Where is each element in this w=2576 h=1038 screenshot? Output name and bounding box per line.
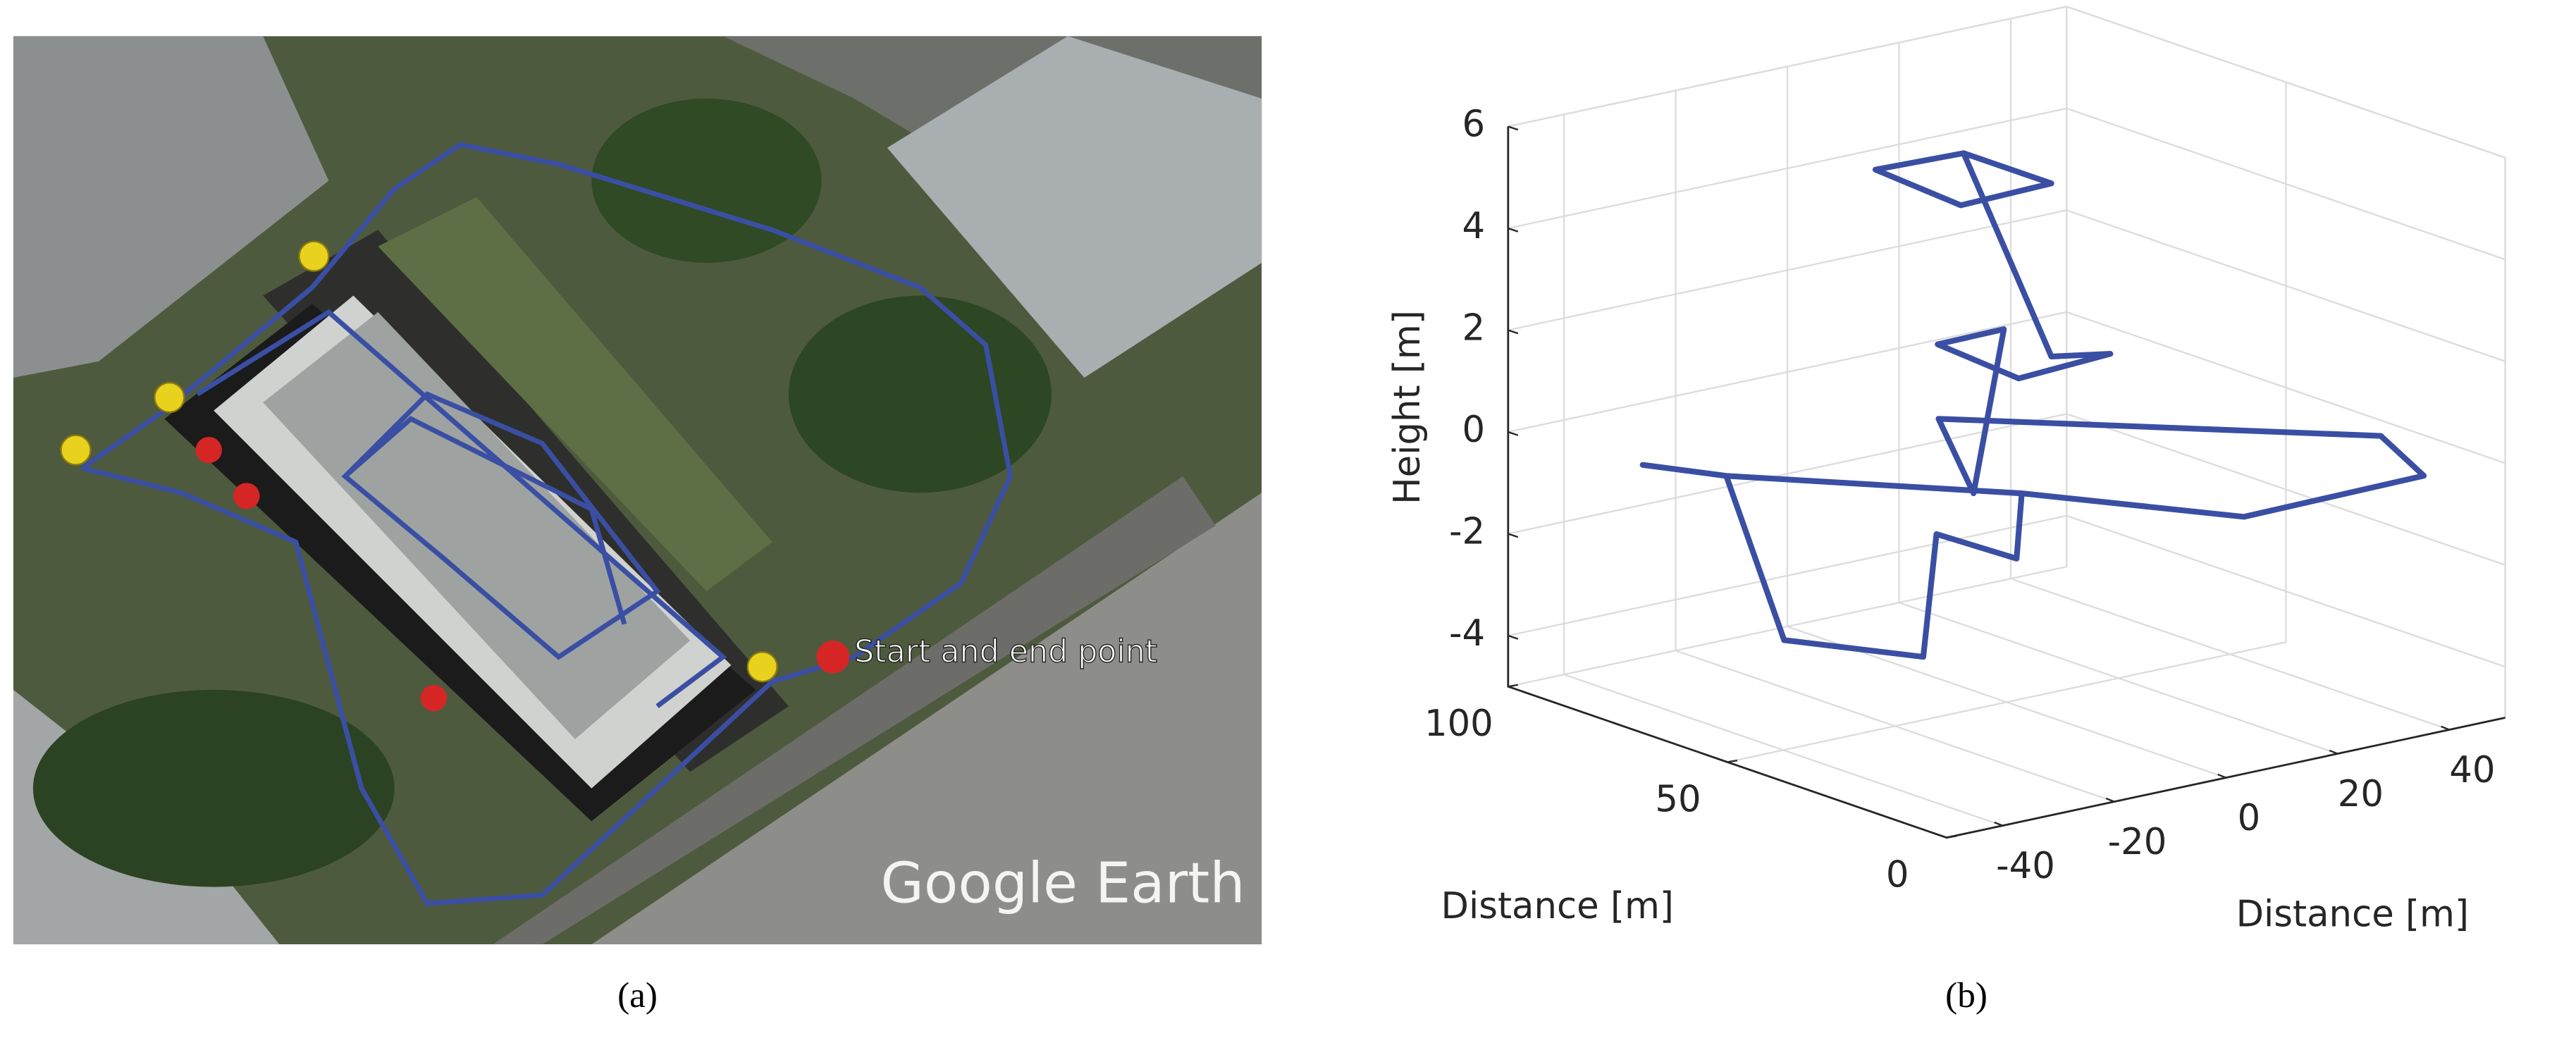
x-tick-label: 20 [2338, 773, 2384, 815]
axis-line [1507, 126, 2506, 839]
grid-line [2009, 18, 2450, 731]
x-tick-label: 0 [2238, 797, 2261, 839]
tick-mark [1508, 533, 1519, 538]
trajectory [1639, 150, 2427, 660]
grid-line [1675, 90, 2115, 803]
grid-line [1898, 42, 2338, 755]
watermark: Google Earth [880, 851, 1245, 916]
grid-line [1727, 82, 2287, 763]
grid-line [1508, 107, 2506, 261]
tick-mark [1508, 227, 1519, 233]
satellite-image: Start and end point Google Earth [13, 36, 1262, 945]
y-tick-label: 100 [1424, 703, 1493, 745]
axis-box [1507, 6, 2506, 718]
annotation: Start and end point [854, 634, 1157, 670]
x-axis-label: Distance [m] [2236, 894, 2469, 936]
tick-mark [1508, 431, 1519, 436]
grid-line [1563, 114, 2003, 827]
y-tick-label: 0 [1886, 854, 1909, 896]
grid-line [1508, 311, 2506, 464]
tick-mark [1508, 125, 1519, 131]
caption: (b) [1945, 975, 1988, 1015]
z-tick-label: 0 [1462, 409, 1486, 451]
z-tick-label: 2 [1462, 307, 1486, 349]
x-tick-label: 40 [2449, 749, 2495, 791]
y-tick-label: 50 [1655, 778, 1701, 820]
grid-line [1508, 514, 2506, 668]
tick-mark [1508, 634, 1519, 640]
x-tick-label: -40 [1996, 845, 2055, 887]
z-tick-label: -2 [1449, 510, 1485, 552]
z-tick-label: -4 [1449, 612, 1485, 655]
z-tick-label: 6 [1462, 103, 1486, 145]
tick-mark [1508, 329, 1519, 335]
z-axis-label: Height [m] [1386, 310, 1429, 505]
z-tick-label: 4 [1462, 205, 1486, 247]
caption: (a) [617, 975, 658, 1015]
x-tick-label: -20 [2108, 821, 2167, 863]
grid-line [1508, 6, 2506, 159]
y-axis-label: Distance [m] [1441, 885, 1674, 927]
grid-line [1508, 6, 2068, 688]
grid-line [1508, 209, 2506, 362]
